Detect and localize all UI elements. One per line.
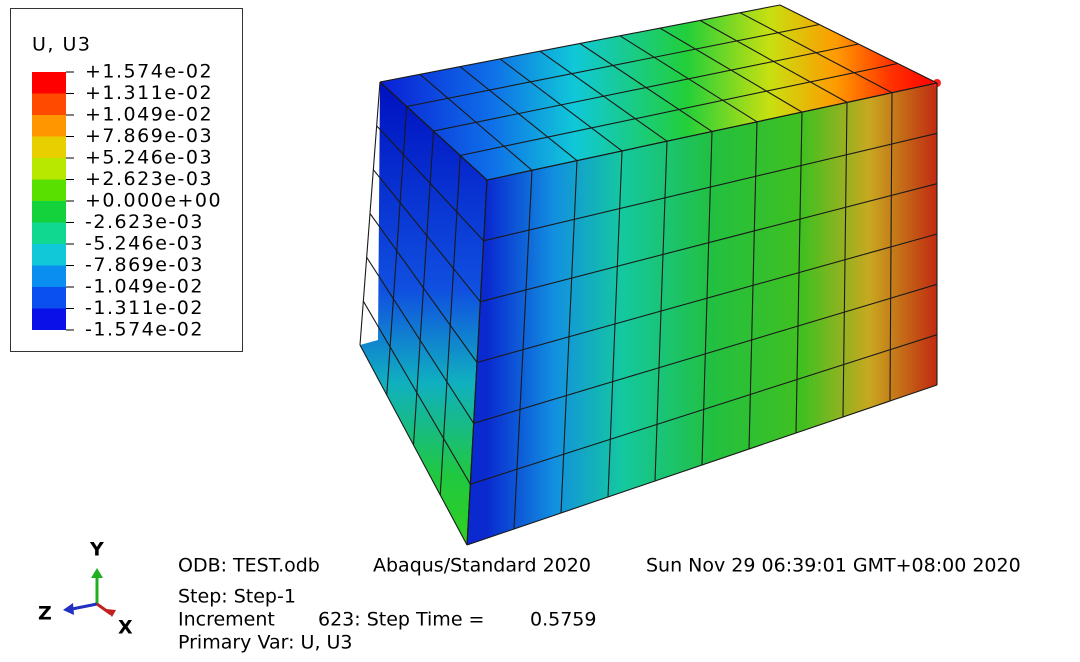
legend-swatch: [32, 287, 66, 309]
triad-z-label: Z: [38, 603, 52, 625]
legend-label: -7.869e-03: [85, 254, 204, 276]
legend-swatch: [32, 93, 66, 115]
mesh-line-left: [379, 81, 488, 181]
legend-swatch: [32, 308, 66, 330]
legend-swatch: [32, 244, 66, 266]
legend-items: +1.574e-02+1.311e-02+1.049e-02+7.869e-03…: [32, 61, 222, 341]
mesh-line-left: [362, 300, 471, 485]
left-face: [360, 82, 487, 545]
legend-label: +0.000e+00: [85, 190, 222, 212]
solver: Abaqus/Standard 2020: [373, 555, 591, 577]
deformed-model: [359, 4, 941, 546]
date: Sun Nov 29 06:39:01 GMT+08:00 2020: [646, 555, 1021, 577]
front-face: [467, 83, 937, 545]
mesh-line-front: [480, 183, 938, 303]
info-block: ODB: TEST.odb Abaqus/Standard 2020 Sun N…: [178, 555, 1021, 654]
step: Step: Step-1: [178, 586, 296, 608]
legend-label: -2.623e-03: [85, 211, 204, 233]
mesh-line-front: [476, 233, 938, 364]
legend-swatch: [32, 158, 66, 180]
mesh-line-top: [379, 4, 781, 83]
legend-label: +1.049e-02: [85, 104, 213, 126]
top-face: [380, 5, 937, 180]
legend-label: -1.574e-02: [85, 319, 204, 341]
step-time: 0.5759: [530, 609, 596, 631]
mesh-line-front: [473, 283, 938, 424]
triad-z: [71, 602, 98, 611]
mesh-line-front: [466, 384, 938, 546]
legend-label: +1.574e-02: [85, 61, 213, 83]
legend-swatch: [32, 179, 66, 201]
triad-y-label: Y: [89, 539, 104, 561]
legend-label: -1.311e-02: [85, 297, 204, 319]
triad-z-head: [63, 603, 74, 615]
mesh-line-front: [483, 132, 938, 242]
triad-y-head: [91, 568, 103, 578]
mesh-line-left: [366, 257, 475, 424]
mesh-line-front: [486, 82, 938, 181]
triad-x-head: [106, 609, 116, 617]
legend-swatch: [32, 265, 66, 287]
legend-swatch: [32, 136, 66, 158]
legend-label: +2.623e-03: [85, 168, 213, 190]
mesh-line-left: [359, 344, 468, 546]
legend-swatch: [32, 72, 66, 94]
legend-swatch: [32, 201, 66, 223]
mesh-line-left: [372, 169, 481, 303]
mesh-line-left: [376, 125, 485, 242]
mesh-line-front: [470, 334, 938, 485]
legend-label: -1.049e-02: [85, 276, 204, 298]
triad-x-label: X: [118, 617, 133, 639]
legend-swatch: [32, 115, 66, 137]
legend-label: +1.311e-02: [85, 82, 213, 104]
triad: Y Z X: [38, 539, 133, 639]
mesh-line-top: [433, 43, 859, 132]
legend-label: -5.246e-03: [85, 233, 204, 255]
legend-title: U, U3: [32, 34, 91, 56]
increment: Increment: [178, 609, 275, 631]
increment-value: 623: Step Time =: [318, 609, 484, 631]
primary-var: Primary Var: U, U3: [178, 632, 353, 654]
legend-label: +5.246e-03: [85, 147, 213, 169]
legend-swatch: [32, 222, 66, 244]
odb-name: ODB: TEST.odb: [178, 555, 320, 577]
legend: U, U3 +1.574e-02+1.311e-02+1.049e-02+7.8…: [10, 8, 243, 352]
legend-label: +7.869e-03: [85, 125, 213, 147]
mesh-line-top: [460, 62, 898, 157]
mesh-line-left: [369, 213, 478, 363]
mesh-line-top: [406, 23, 820, 108]
